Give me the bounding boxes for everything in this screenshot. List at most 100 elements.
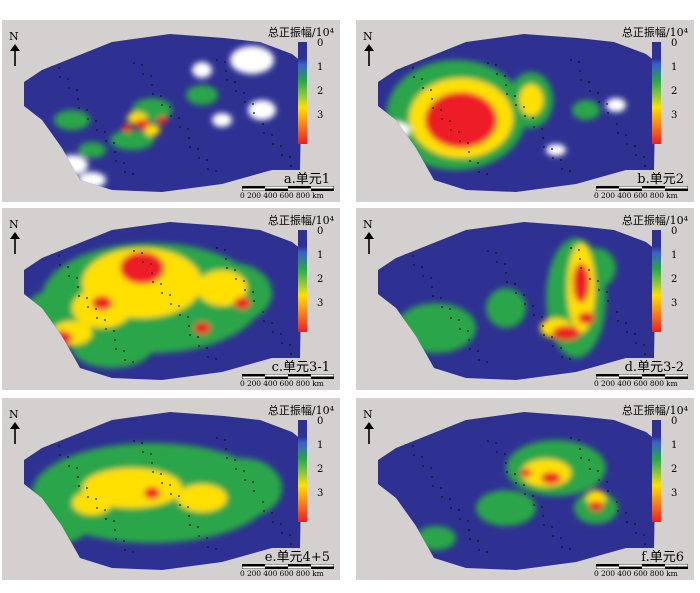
well-dot <box>244 101 246 103</box>
well-dot <box>635 342 637 344</box>
well-dot <box>450 317 452 319</box>
well-dot <box>161 104 163 106</box>
well-dot <box>542 515 544 517</box>
well-dot <box>115 538 117 540</box>
amplitude-blob-green <box>54 110 90 130</box>
scale-label: 0 200 400 600 800 km <box>594 379 678 388</box>
amplitude-blob-yellow <box>72 491 112 515</box>
well-dot <box>450 129 452 131</box>
well-dot <box>551 526 553 528</box>
well-dot <box>104 319 106 321</box>
well-dot <box>634 523 636 525</box>
well-dot <box>225 258 227 260</box>
well-dot <box>506 471 508 473</box>
amplitude-blob-yellow <box>519 84 543 116</box>
well-dot <box>579 448 581 450</box>
well-dot <box>626 143 628 145</box>
well-dot <box>588 459 590 461</box>
well-dot <box>226 457 228 459</box>
well-dot <box>142 451 144 453</box>
amplitude-blob-yellow <box>52 321 92 345</box>
well-dot <box>515 482 517 484</box>
legend-tick: 3 <box>671 298 678 309</box>
well-dot <box>449 120 451 122</box>
well-dot <box>643 344 645 346</box>
well-dot <box>561 546 563 548</box>
well-dot <box>598 289 600 291</box>
legend-tick: 1 <box>671 440 678 451</box>
well-dot <box>124 171 126 173</box>
well-dot <box>449 308 451 310</box>
legend-tick: 3 <box>317 298 324 309</box>
amplitude-blob-yellow <box>144 124 160 136</box>
well-dot <box>634 333 636 335</box>
well-dot <box>189 334 191 336</box>
well-dot <box>104 131 106 133</box>
well-dot <box>123 350 125 352</box>
well-dot <box>543 524 545 526</box>
well-dot <box>495 252 497 254</box>
well-dot <box>542 137 544 139</box>
legend-title: 总正振幅/10⁴ <box>267 26 334 39</box>
scale-bar-graphic <box>596 374 688 379</box>
north-arrow: N <box>362 218 376 254</box>
well-dot <box>68 275 70 277</box>
well-dot <box>67 78 69 80</box>
well-dot <box>597 92 599 94</box>
well-dot <box>95 498 97 500</box>
well-dot <box>616 501 618 503</box>
well-dot <box>506 93 508 95</box>
well-dot <box>151 462 153 464</box>
amplitude-map <box>378 34 656 192</box>
scale-bar-graphic <box>242 374 334 379</box>
legend-tick: 0 <box>317 38 324 49</box>
legend-tick: 2 <box>671 274 678 285</box>
well-dot <box>552 157 554 159</box>
well-dot <box>114 339 116 341</box>
well-dot <box>207 546 209 548</box>
well-dot <box>115 160 117 162</box>
well-dot <box>188 515 190 517</box>
scale-bar-graphic <box>596 186 688 191</box>
well-dot <box>430 89 432 91</box>
amplitude-blob-green <box>110 130 154 150</box>
well-dot <box>626 331 628 333</box>
well-dot <box>216 59 218 61</box>
well-dot <box>187 316 189 318</box>
legend-tick: 0 <box>317 416 324 427</box>
well-dot <box>234 81 236 83</box>
legend-tick: 1 <box>671 62 678 73</box>
legend-colorbar <box>652 230 661 332</box>
well-dot <box>458 319 460 321</box>
well-dot <box>197 336 199 338</box>
well-dot <box>215 548 217 550</box>
well-dot <box>133 250 135 252</box>
well-dot <box>68 87 70 89</box>
well-dot <box>113 330 115 332</box>
well-dot <box>188 325 190 327</box>
well-dot <box>597 470 599 472</box>
well-dot <box>404 253 406 255</box>
legend-colorbar <box>298 420 307 522</box>
well-dot <box>224 61 226 63</box>
well-dot <box>551 336 553 338</box>
well-dot <box>578 439 580 441</box>
well-dot <box>458 131 460 133</box>
well-dot <box>403 56 405 58</box>
well-dot <box>487 250 489 252</box>
well-dot <box>114 529 116 531</box>
well-dot <box>560 159 562 161</box>
well-dot <box>49 56 51 58</box>
well-dot <box>235 468 237 470</box>
well-dot <box>578 61 580 63</box>
amplitude-blob-yellow <box>586 490 606 506</box>
well-dot <box>243 280 245 282</box>
well-dot <box>487 62 489 64</box>
amplitude-blob-red <box>589 501 603 511</box>
panel-label: a.单元1 <box>283 172 330 187</box>
well-dot <box>50 253 52 255</box>
north-arrow-icon <box>364 44 374 66</box>
well-dot <box>569 170 571 172</box>
well-dot <box>468 151 470 153</box>
well-dot <box>422 87 424 89</box>
